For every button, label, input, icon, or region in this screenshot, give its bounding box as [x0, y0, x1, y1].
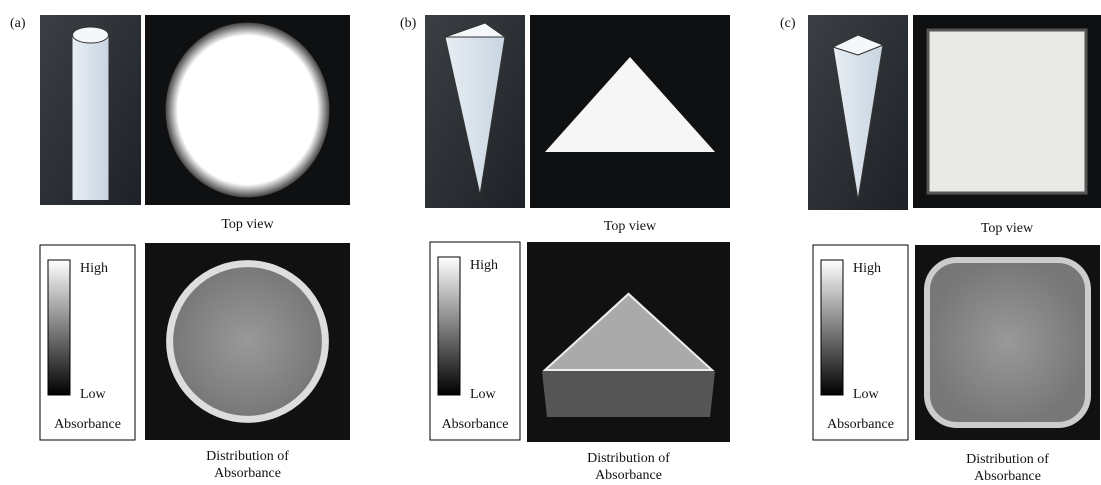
legend-high: High: [470, 258, 498, 273]
legend-high: High: [80, 261, 108, 276]
distribution-shape: [927, 260, 1088, 425]
caption: Distribution of: [206, 449, 289, 464]
legend-bar: [438, 257, 460, 395]
object: [73, 35, 109, 200]
legend-low: Low: [80, 387, 107, 402]
distribution-shape: [170, 264, 326, 420]
top-view-label: Top view: [221, 217, 274, 232]
object: [73, 27, 109, 43]
legend-title: Absorbance: [54, 417, 121, 432]
caption: Absorbance: [974, 469, 1041, 484]
panel-label: (b): [400, 16, 417, 31]
top-view-label: Top view: [604, 219, 657, 234]
caption: Distribution of: [587, 451, 670, 466]
legend-bar: [821, 260, 843, 395]
caption: Absorbance: [595, 468, 662, 483]
panel-label: (c): [780, 16, 796, 31]
panel: (c) Top view High Low Absorbance Distribution…: [780, 15, 1101, 484]
panel: (b) Top view High Low Absorbance Distribution…: [400, 15, 730, 483]
panel-label: (a): [10, 16, 26, 31]
panel: (a) Top view High Low Absorbance Distribution…: [10, 15, 350, 481]
caption: Distribution of: [966, 452, 1049, 467]
caption: Absorbance: [214, 466, 281, 481]
legend-bar: [48, 260, 70, 395]
legend-title: Absorbance: [442, 417, 509, 432]
legend-low: Low: [853, 387, 880, 402]
top-shape: [166, 23, 330, 198]
figure: (a) Top view High Low Absorbance Distribution…: [0, 0, 1101, 485]
legend-title: Absorbance: [827, 417, 894, 432]
top-view-label: Top view: [981, 221, 1034, 236]
top-shape: [928, 30, 1086, 193]
legend-low: Low: [470, 387, 497, 402]
legend-high: High: [853, 261, 881, 276]
